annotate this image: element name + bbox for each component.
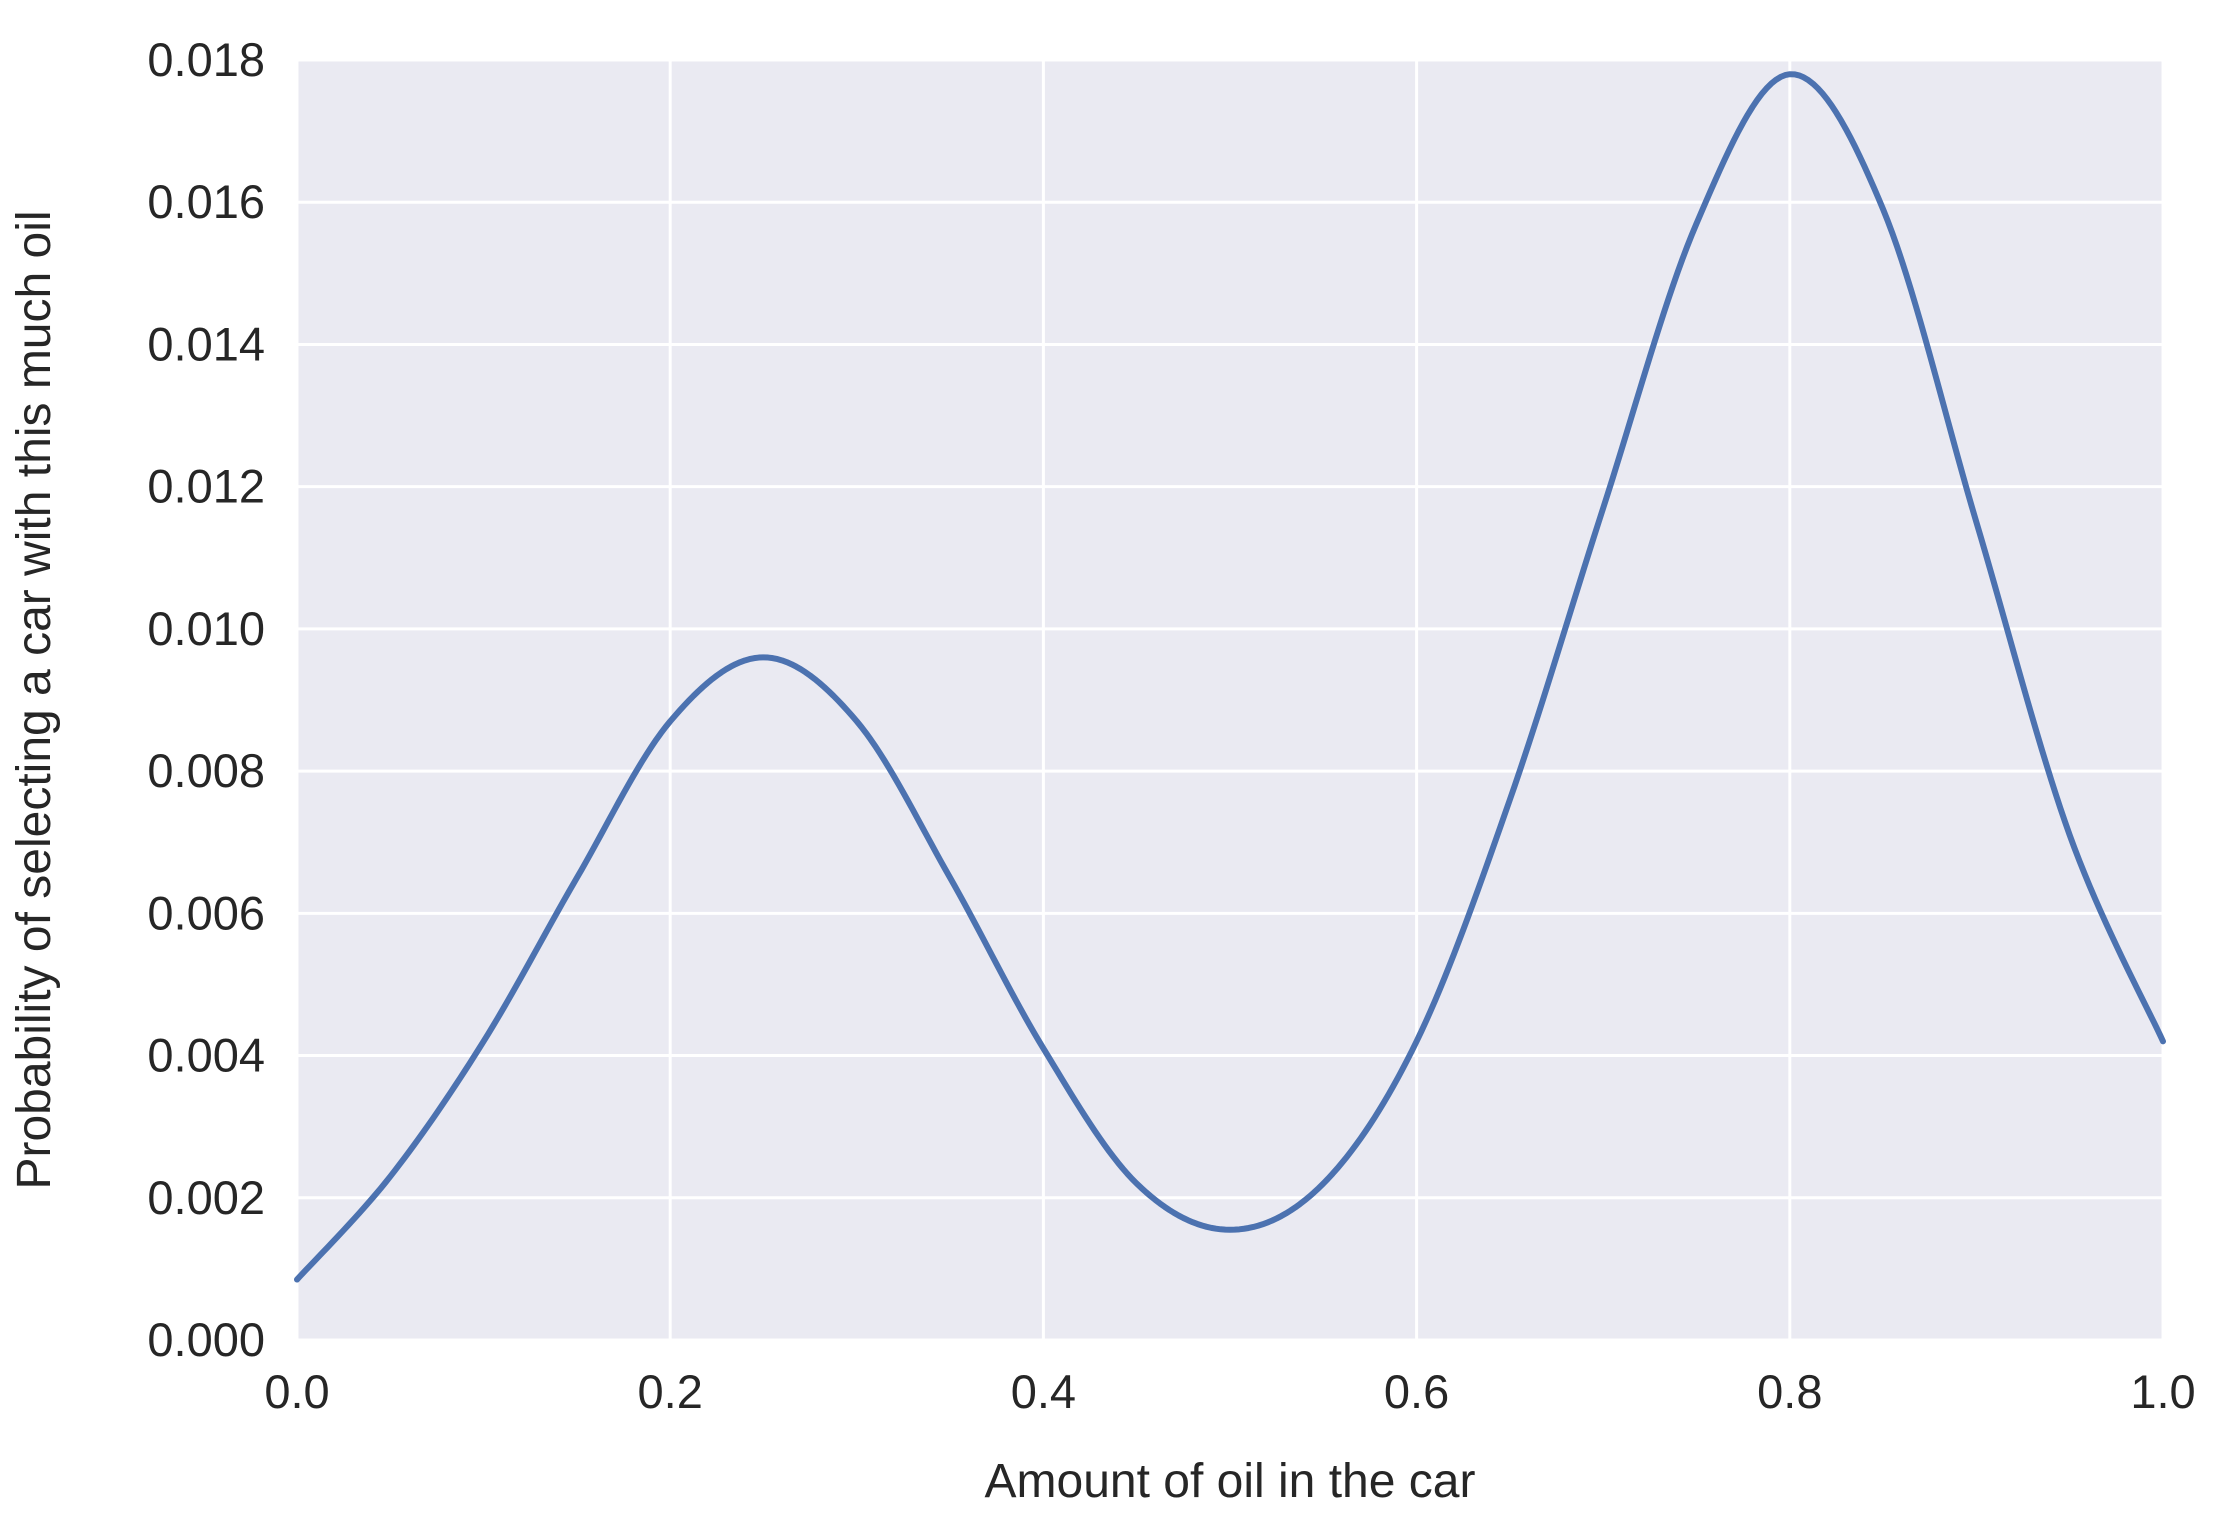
x-tick-label: 0.2 xyxy=(638,1365,703,1418)
y-tick-label: 0.000 xyxy=(147,1313,265,1366)
series-layer xyxy=(294,71,2166,1283)
x-tick-label: 0.8 xyxy=(1757,1365,1822,1418)
x-tick-label: 0.0 xyxy=(264,1365,329,1418)
x-gridlines xyxy=(295,60,2165,1340)
y-tick-label: 0.018 xyxy=(147,33,265,86)
y-tick-label: 0.014 xyxy=(147,317,265,370)
plot-background xyxy=(297,60,2163,1340)
y-tick-label: 0.004 xyxy=(147,1029,265,1082)
y-tick-label: 0.012 xyxy=(147,460,265,513)
series-line-0 xyxy=(294,71,2166,1283)
y-tick-labels: 0.000 0.002 0.004 0.006 0.008 0.010 0.012 0.014… xyxy=(147,33,265,1366)
y-tick-label: 0.016 xyxy=(147,175,265,228)
y-gridlines xyxy=(297,58,2163,1342)
y-tick-label: 0.002 xyxy=(147,1171,265,1224)
y-axis-label: Probability of selecting a car with this… xyxy=(8,210,61,1189)
y-tick-label: 0.010 xyxy=(147,602,265,655)
x-tick-label: 0.4 xyxy=(1011,1365,1076,1418)
x-tick-labels: 0.0 0.2 0.4 0.6 0.8 1.0 xyxy=(264,1365,2195,1418)
x-tick-label: 1.0 xyxy=(2130,1365,2195,1418)
y-tick-label: 0.006 xyxy=(147,886,265,939)
y-tick-label: 0.008 xyxy=(147,744,265,797)
x-tick-label: 0.6 xyxy=(1384,1365,1449,1418)
x-axis-label: Amount of oil in the car xyxy=(985,1455,1476,1508)
